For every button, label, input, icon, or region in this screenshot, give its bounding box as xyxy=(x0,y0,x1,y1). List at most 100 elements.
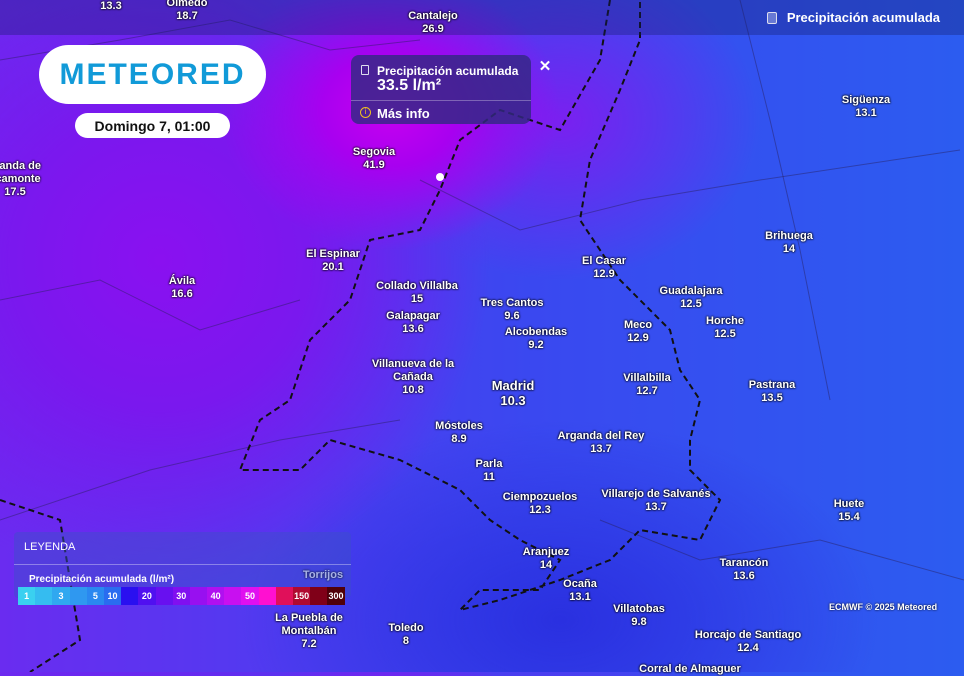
city-label[interactable]: Guadalajara 12.5 xyxy=(660,285,723,311)
city-name: Tres Cantos xyxy=(480,297,544,309)
city-label[interactable]: Torrijos xyxy=(303,569,343,582)
city-label[interactable]: Collado Villalba 15 xyxy=(376,280,458,306)
city-label[interactable]: Horche 12.5 xyxy=(706,315,744,341)
city-label[interactable]: La Puebla de Montalbán 7.2 xyxy=(275,612,343,651)
city-value: 9.6 xyxy=(504,310,520,322)
city-name: Villalbilla xyxy=(623,372,671,384)
color-scale: 1 3 5 10 20 30 40 50 150 300 xyxy=(18,587,345,605)
city-value: 20.1 xyxy=(322,261,344,273)
city-name: Ocaña xyxy=(563,578,597,590)
city-value: 7.2 xyxy=(301,638,317,650)
city-label[interactable]: Pastrana 13.5 xyxy=(749,379,795,405)
more-info-link[interactable]: Más info xyxy=(377,106,430,121)
city-name: Aranjuez xyxy=(522,546,570,558)
city-name: Torrijos xyxy=(302,569,344,581)
city-value: 13.1 xyxy=(855,107,877,119)
city-label[interactable]: Villatobas 9.8 xyxy=(613,603,665,629)
city-value: 41.9 xyxy=(363,159,385,171)
city-label[interactable]: Villarejo de Salvanés 13.7 xyxy=(601,488,710,514)
layer-title[interactable]: Precipitación acumulada xyxy=(766,10,940,25)
city-label[interactable]: Aranjuez 14 xyxy=(523,546,569,572)
city-label[interactable]: El Casar 12.9 xyxy=(582,255,626,281)
city-value: 12.5 xyxy=(714,328,736,340)
city-label[interactable]: Sigüenza 13.1 xyxy=(842,94,890,120)
city-label[interactable]: Madrid 10.3 xyxy=(492,378,535,408)
city-value: 13.5 xyxy=(761,392,783,404)
city-label[interactable]: Corral de Almaguer xyxy=(639,663,741,676)
scale-swatch: 300 xyxy=(327,587,345,605)
city-name: Móstoles xyxy=(435,420,483,432)
city-label[interactable]: Arganda del Rey 13.7 xyxy=(558,430,645,456)
city-label[interactable]: aranda de acamonte17.5 xyxy=(0,160,41,199)
city-value: 18.7 xyxy=(176,10,198,22)
city-value: 13.3 xyxy=(100,0,122,12)
scale-swatch: 3 xyxy=(52,587,70,605)
city-label[interactable]: El Espinar 20.1 xyxy=(306,248,360,274)
city-label[interactable]: Brihuega 14 xyxy=(765,230,813,256)
city-value: 13.7 xyxy=(590,443,612,455)
city-value: 10.3 xyxy=(500,393,526,408)
scale-swatch xyxy=(121,587,139,605)
city-value: 10.8 xyxy=(402,384,424,396)
city-label[interactable]: Ávila 16.6 xyxy=(169,275,195,301)
legend-heading: LEYENDA xyxy=(24,541,76,553)
scale-swatch xyxy=(69,587,87,605)
city-value: 17.5 xyxy=(4,186,26,198)
city-label[interactable]: Huete 15.4 xyxy=(834,498,865,524)
city-name: Villarejo de Salvanés xyxy=(601,488,711,500)
date-display[interactable]: Domingo 7, 01:00 xyxy=(75,113,230,138)
city-label[interactable]: Galapagar 13.6 xyxy=(386,310,440,336)
info-icon: i xyxy=(360,107,371,118)
city-name: El Espinar xyxy=(306,248,360,260)
city-name: Arganda del Rey xyxy=(557,430,645,442)
scale-swatch xyxy=(35,587,53,605)
scale-swatch: 30 xyxy=(172,587,190,605)
scale-swatch: 5 xyxy=(86,587,104,605)
city-label[interactable]: Villanueva de la Cañada 10.8 xyxy=(372,358,454,397)
city-label[interactable]: Cantalejo 26.9 xyxy=(408,10,458,36)
city-name: El Casar xyxy=(581,255,627,267)
scale-swatch xyxy=(155,587,173,605)
city-label[interactable]: Olmedo 18.7 xyxy=(167,0,208,23)
city-label[interactable]: Móstoles 8.9 xyxy=(435,420,483,446)
city-label[interactable]: Villalbilla 12.7 xyxy=(623,372,671,398)
gauge-icon xyxy=(766,11,777,24)
city-label[interactable]: 13.3 xyxy=(100,0,121,13)
legend-subtitle: Precipitación acumulada (l/m²) xyxy=(29,574,175,585)
divider xyxy=(351,100,531,101)
city-value: 12.4 xyxy=(737,642,759,654)
scale-swatch xyxy=(189,587,208,605)
close-popup-button[interactable]: ✕ xyxy=(538,58,552,75)
city-name: aranda de acamonte xyxy=(0,160,41,185)
legend: LEYENDA Precipitación acumulada (l/m²) 1… xyxy=(14,532,351,605)
city-label[interactable]: Meco 12.9 xyxy=(624,319,652,345)
city-name: Olmedo xyxy=(166,0,208,9)
city-label[interactable]: Parla 11 xyxy=(476,458,503,484)
popup-title: Precipitación acumulada xyxy=(377,64,519,78)
scale-swatch: 50 xyxy=(241,587,259,605)
scale-swatch: 40 xyxy=(207,587,225,605)
city-name: Villanueva de la Cañada xyxy=(371,358,455,383)
city-name: Huete xyxy=(833,498,865,510)
city-name: Toledo xyxy=(388,622,424,634)
info-popup: Precipitación acumulada 33.5 l/m² i Más … xyxy=(351,55,531,124)
city-label[interactable]: Horcajo de Santiago 12.4 xyxy=(695,629,801,655)
city-name: Sigüenza xyxy=(841,94,891,106)
city-label[interactable]: Alcobendas 9.2 xyxy=(505,326,567,352)
city-name: Madrid xyxy=(491,378,535,393)
city-value: 12.3 xyxy=(529,504,551,516)
city-label[interactable]: Ocaña 13.1 xyxy=(563,578,597,604)
meteored-logo[interactable]: METEORED xyxy=(39,45,266,104)
city-value: 15 xyxy=(410,293,424,305)
city-label[interactable]: Tarancón 13.6 xyxy=(720,557,769,583)
city-label[interactable]: Tres Cantos 9.6 xyxy=(481,297,544,323)
city-label[interactable]: Ciempozuelos 12.3 xyxy=(503,491,578,517)
city-label[interactable]: Segovia 41.9 xyxy=(353,146,395,172)
city-value: 9.8 xyxy=(631,616,647,628)
scale-swatch: 20 xyxy=(138,587,156,605)
region-border xyxy=(238,0,722,612)
top-bar xyxy=(0,0,964,35)
city-label[interactable]: Toledo 8 xyxy=(388,622,423,648)
city-name: Pastrana xyxy=(748,379,796,391)
